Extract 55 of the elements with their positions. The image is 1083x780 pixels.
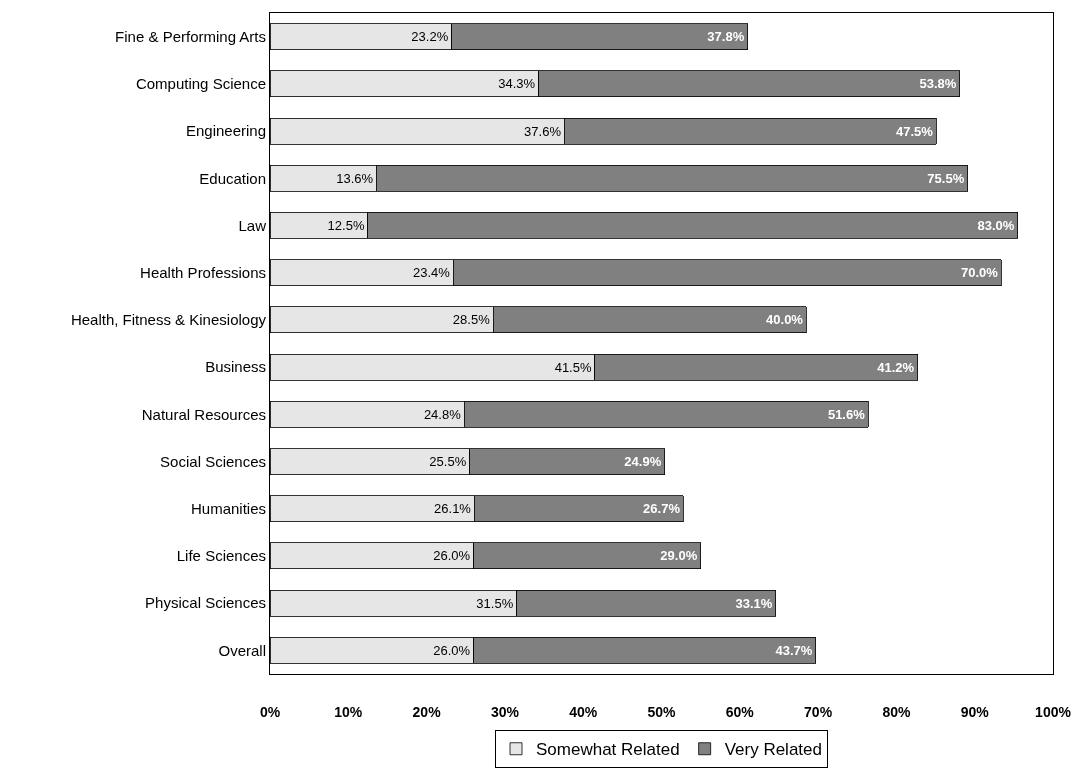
legend-label: Somewhat Related xyxy=(536,740,680,760)
data-label: 37.8% xyxy=(707,29,745,45)
x-tick-label: 60% xyxy=(725,703,755,720)
data-label: 28.5% xyxy=(452,312,491,328)
data-label: 31.5% xyxy=(476,595,514,611)
y-tick-label: Health Professions xyxy=(140,263,266,281)
x-tick-label: 30% xyxy=(490,703,520,720)
x-tick-label: 10% xyxy=(334,703,363,720)
data-label: 53.8% xyxy=(919,76,957,92)
data-label: 26.0% xyxy=(433,642,471,658)
data-label: 25.5% xyxy=(429,454,467,470)
data-label: 47.5% xyxy=(896,123,934,139)
data-label: 37.6% xyxy=(524,123,562,139)
y-tick-label: Computing Science xyxy=(135,75,266,93)
x-tick-label: 40% xyxy=(569,703,598,720)
data-label: 29.0% xyxy=(660,548,698,564)
x-tick-label: 0% xyxy=(259,703,281,720)
y-tick-label: Fine & Performing Arts xyxy=(115,27,266,45)
data-label: 41.2% xyxy=(877,359,915,375)
y-tick-label: Natural Resources xyxy=(141,405,266,423)
data-label: 26.1% xyxy=(434,501,472,517)
data-label: 51.6% xyxy=(827,406,866,422)
y-tick-label: Business xyxy=(205,358,266,376)
data-label: 24.8% xyxy=(423,406,462,422)
y-tick-label: Overall xyxy=(218,641,266,659)
data-label: 34.3% xyxy=(498,76,536,92)
data-label: 75.5% xyxy=(927,170,965,186)
data-label: 23.2% xyxy=(411,29,449,45)
data-label: 43.7% xyxy=(775,642,813,658)
y-tick-label: Social Sciences xyxy=(160,452,266,470)
data-label: 23.4% xyxy=(412,265,451,281)
data-label: 40.0% xyxy=(766,312,804,328)
legend-label: Very Related xyxy=(724,740,822,760)
y-tick-label: Engineering xyxy=(185,122,266,140)
x-tick-label: 100% xyxy=(1035,703,1072,720)
data-label: 70.0% xyxy=(961,265,999,281)
data-label: 83.0% xyxy=(977,217,1015,233)
y-tick-label: Humanities xyxy=(190,500,266,517)
x-tick-label: 90% xyxy=(960,703,990,720)
x-tick-label: 50% xyxy=(647,703,677,720)
y-tick-label: Law xyxy=(238,216,267,234)
y-tick-label: Life Sciences xyxy=(176,547,266,565)
data-label: 26.7% xyxy=(643,501,681,517)
x-tick-label: 70% xyxy=(804,703,833,720)
y-tick-label: Physical Sciences xyxy=(145,594,266,612)
x-tick-label: 80% xyxy=(882,703,911,720)
x-tick-label: 20% xyxy=(412,703,442,720)
data-label: 41.5% xyxy=(554,359,592,375)
data-label: 13.6% xyxy=(336,170,374,186)
y-tick-label: Education xyxy=(199,169,266,187)
data-label: 33.1% xyxy=(735,595,773,611)
data-label: 26.0% xyxy=(433,548,471,564)
data-label: 24.9% xyxy=(624,454,662,470)
data-label: 12.5% xyxy=(327,217,365,233)
y-tick-label: Health, Fitness & Kinesiology xyxy=(70,311,267,329)
